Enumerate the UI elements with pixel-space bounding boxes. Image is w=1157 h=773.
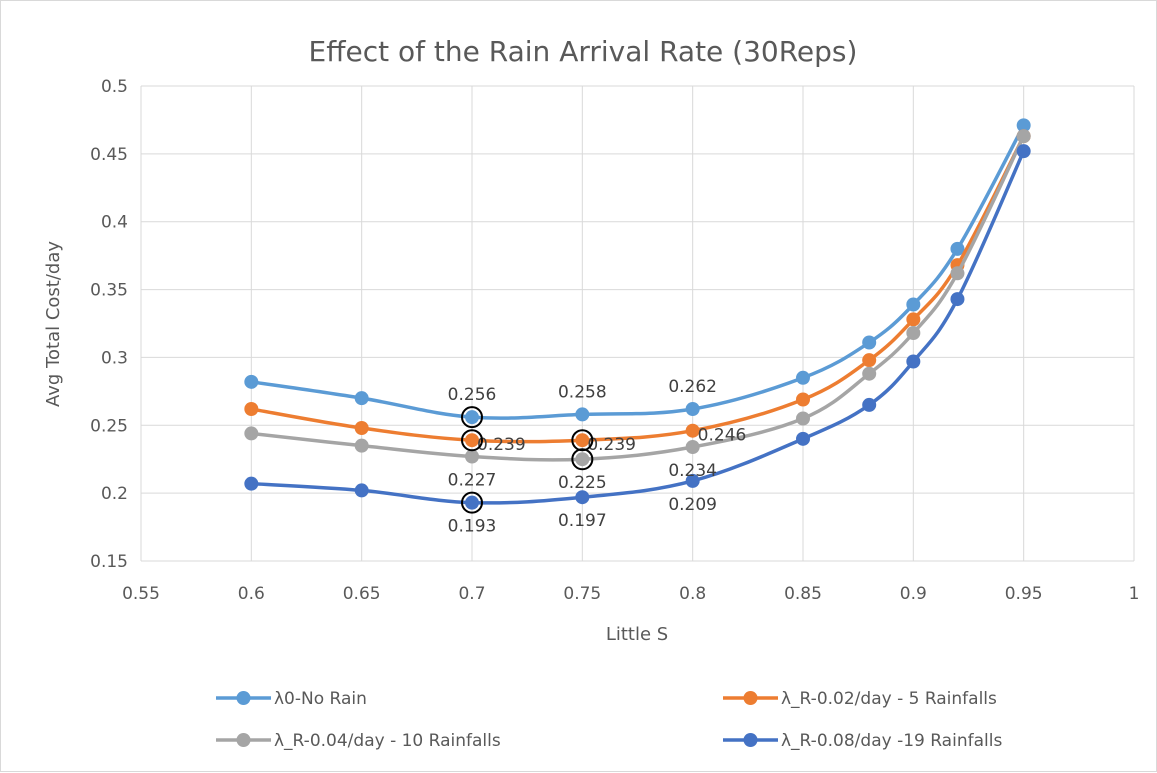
legend-marker xyxy=(236,733,251,747)
data-point xyxy=(465,495,479,510)
data-label: 0.227 xyxy=(448,471,497,491)
data-point xyxy=(862,397,877,412)
highlight-circle xyxy=(461,406,483,429)
data-point xyxy=(862,353,877,368)
legend-marker xyxy=(743,733,758,747)
data-point xyxy=(685,473,700,488)
data-point xyxy=(685,423,700,438)
legend: λ0-No Rain λ_R-0.02/day - 5 Rainfalls λ_R-… xyxy=(216,689,1002,751)
legend-label: λ_R-0.04/day - 10 Rainfalls xyxy=(274,731,501,751)
data-point xyxy=(575,490,590,505)
data-point xyxy=(1016,118,1031,133)
x-tick-label: 0.95 xyxy=(1005,584,1043,604)
legend-marker xyxy=(743,691,758,705)
highlight-circle xyxy=(571,448,594,471)
data-point xyxy=(244,402,259,416)
x-tick-label: 0.9 xyxy=(900,584,927,604)
data-point xyxy=(354,391,369,406)
series-line-2 xyxy=(251,135,1026,444)
data-point xyxy=(906,312,921,327)
series-group xyxy=(244,118,1031,510)
data-point xyxy=(950,292,965,307)
data-point xyxy=(796,370,810,385)
data-point xyxy=(685,402,700,416)
data-point xyxy=(796,392,810,407)
legend-label: λ_R-0.08/day -19 Rainfalls xyxy=(781,731,1002,751)
data-point xyxy=(862,366,877,381)
y-tick-label: 0.35 xyxy=(90,281,128,301)
data-point xyxy=(1016,144,1031,159)
data-point xyxy=(465,449,479,464)
series-line-1 xyxy=(251,124,1026,420)
legend-label: λ0-No Rain xyxy=(274,689,367,709)
data-point xyxy=(796,411,810,426)
data-labels: 0.256 0.258 0.262 0.239 0.239 0.246 0.227 0.225… xyxy=(448,377,747,537)
data-label: 0.239 xyxy=(477,435,526,455)
highlight-circle xyxy=(461,491,483,514)
legend-item: λ_R-0.08/day -19 Rainfalls xyxy=(723,731,1002,751)
data-point xyxy=(950,241,965,256)
data-label: 0.225 xyxy=(558,473,607,493)
data-label: 0.209 xyxy=(668,495,717,515)
data-label: 0.262 xyxy=(668,377,717,397)
data-label: 0.258 xyxy=(558,382,607,402)
data-label: 0.256 xyxy=(448,385,497,405)
y-tick-label: 0.2 xyxy=(101,484,128,504)
gridlines xyxy=(140,85,1135,562)
data-point xyxy=(1016,129,1031,144)
data-point xyxy=(906,297,921,312)
data-point xyxy=(575,407,590,422)
x-tick-label: 0.55 xyxy=(122,584,160,604)
data-point xyxy=(685,440,700,454)
y-tick-label: 0.15 xyxy=(90,552,128,572)
axes: 0.55 0.6 0.65 0.7 0.75 0.8 0.85 0.9 0.95 1 0.15 0.2… xyxy=(90,77,1139,604)
x-axis-title: Little S xyxy=(606,624,668,645)
data-label: 0.246 xyxy=(698,426,747,446)
data-point xyxy=(354,483,369,498)
y-tick-label: 0.4 xyxy=(101,213,128,233)
highlight-circle xyxy=(461,429,483,452)
series-line-3 xyxy=(251,135,1026,462)
legend-item: λ_R-0.04/day - 10 Rainfalls xyxy=(216,731,501,751)
data-point xyxy=(244,426,259,441)
legend-item: λ_R-0.02/day - 5 Rainfalls xyxy=(723,689,997,709)
chart-title: Effect of the Rain Arrival Rate (30Reps) xyxy=(309,35,858,68)
y-tick-label: 0.25 xyxy=(90,416,128,436)
data-point xyxy=(950,266,965,281)
x-tick-label: 0.6 xyxy=(238,584,265,604)
x-tick-label: 0.8 xyxy=(679,584,706,604)
data-point xyxy=(796,431,810,446)
data-point xyxy=(465,410,479,425)
legend-label: λ_R-0.02/day - 5 Rainfalls xyxy=(781,689,997,709)
x-tick-label: 0.75 xyxy=(563,584,601,604)
x-tick-label: 0.85 xyxy=(784,584,822,604)
legend-item: λ0-No Rain xyxy=(216,689,367,709)
data-point xyxy=(575,452,590,467)
data-point xyxy=(906,326,921,340)
data-point xyxy=(244,374,259,389)
data-point xyxy=(465,433,479,448)
data-point xyxy=(906,354,921,369)
data-label: 0.197 xyxy=(558,511,607,531)
x-tick-label: 0.65 xyxy=(343,584,381,604)
data-point xyxy=(244,476,259,491)
series-line-4 xyxy=(251,150,1026,505)
data-label: 0.193 xyxy=(448,517,497,537)
data-label: 0.239 xyxy=(587,435,636,455)
x-tick-label: 1 xyxy=(1129,584,1140,604)
data-point xyxy=(575,433,590,448)
data-point xyxy=(354,438,369,453)
data-label: 0.234 xyxy=(668,461,717,481)
highlight-circles xyxy=(461,406,594,514)
y-tick-label: 0.5 xyxy=(101,77,128,97)
y-tick-label: 0.3 xyxy=(101,348,128,368)
x-tick-label: 0.7 xyxy=(458,584,485,604)
y-tick-label: 0.45 xyxy=(90,145,128,165)
y-axis-title: Avg Total Cost/day xyxy=(43,241,64,407)
data-point xyxy=(862,335,877,350)
legend-marker xyxy=(236,691,251,705)
data-point xyxy=(354,421,369,435)
